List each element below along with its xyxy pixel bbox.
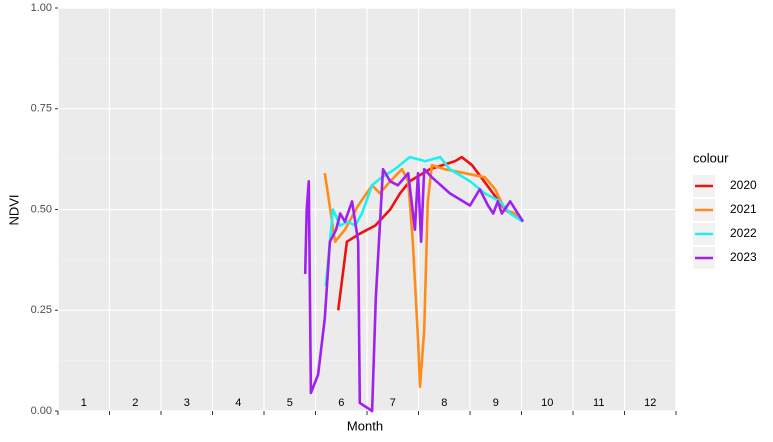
month-label: 12 xyxy=(644,397,656,409)
series-line xyxy=(324,155,524,287)
month-label: 1 xyxy=(81,397,87,409)
y-tick-label: 0.25 xyxy=(31,304,52,316)
lines xyxy=(303,155,525,413)
legend-label: 2022 xyxy=(730,226,757,240)
month-label: 3 xyxy=(184,397,190,409)
month-label: 6 xyxy=(338,397,344,409)
month-label: 9 xyxy=(493,397,499,409)
y-tick-label: 0.50 xyxy=(31,203,52,215)
legend-label: 2021 xyxy=(730,202,757,216)
y-tick-label: 0.00 xyxy=(31,405,52,417)
month-label: 10 xyxy=(541,397,553,409)
month-label: 2 xyxy=(132,397,138,409)
month-label: 11 xyxy=(593,397,604,409)
month-label: 7 xyxy=(390,397,396,409)
month-label: 4 xyxy=(235,397,241,409)
y-axis-title: NDVI xyxy=(6,194,21,225)
legend-title: colour xyxy=(693,150,729,165)
month-label: 8 xyxy=(441,397,447,409)
x-axis-title: Month xyxy=(347,418,383,433)
month-label: 5 xyxy=(287,397,293,409)
legend-label: 2020 xyxy=(730,178,757,192)
labels: 0.000.250.500.751.001 2 3 4 5 6 7 8 9 10 11 12 xyxy=(31,2,677,417)
y-tick-label: 0.75 xyxy=(31,103,52,115)
legend-label: 2023 xyxy=(730,250,757,264)
legend: 2020 2021 2022 2023 xyxy=(693,175,757,269)
series-line xyxy=(336,155,524,311)
y-tick-label: 1.00 xyxy=(31,2,52,14)
series-line xyxy=(323,163,524,389)
series-line xyxy=(303,167,525,413)
